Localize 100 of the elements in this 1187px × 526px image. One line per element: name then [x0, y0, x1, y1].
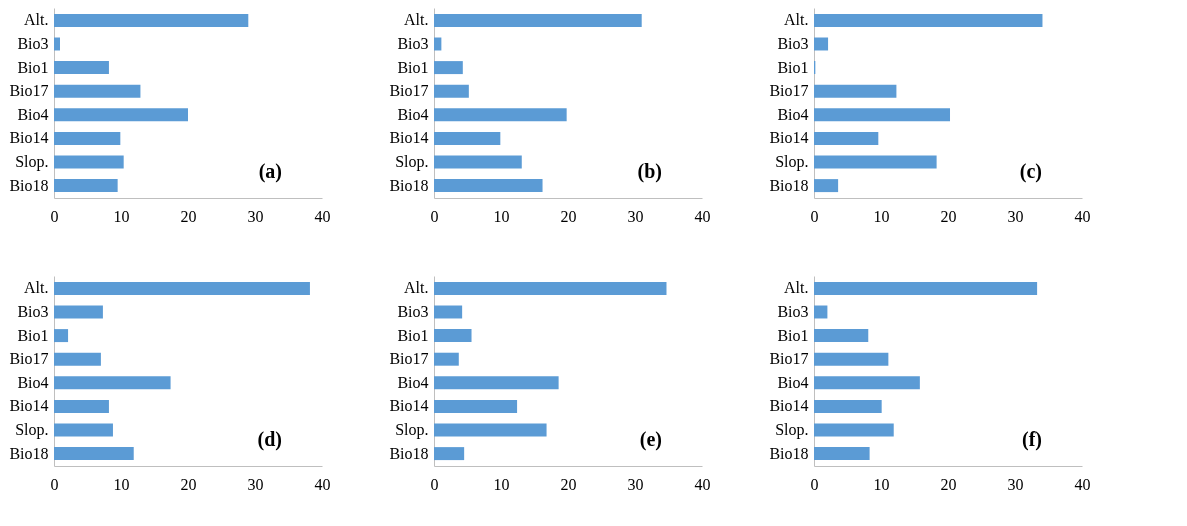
bar	[434, 131, 501, 145]
x-tick-label: 30	[1007, 475, 1024, 493]
x-tick-label: 30	[627, 207, 644, 225]
x-tick-label: 40	[314, 207, 331, 225]
bar	[814, 281, 1038, 295]
y-tick-label: Bio18	[389, 444, 429, 462]
y-tick-label: Bio14	[389, 129, 429, 147]
x-tick-label: 0	[810, 475, 819, 493]
x-tick-label: 40	[694, 207, 711, 225]
annotation: (e)	[639, 428, 662, 451]
y-tick-label: Bio4	[777, 105, 809, 123]
bar	[814, 423, 894, 437]
y-tick-label: Bio18	[389, 176, 429, 194]
x-tick-label: 30	[247, 207, 264, 225]
y-tick-label: Bio4	[17, 373, 49, 391]
y-tick-label: Bio1	[777, 58, 809, 76]
y-tick-label: Alt.	[784, 11, 809, 29]
y-tick-label: Bio3	[17, 302, 49, 320]
y-tick-label: Bio3	[397, 34, 429, 52]
y-tick-label: Bio4	[397, 373, 429, 391]
bar	[54, 131, 121, 145]
bar	[814, 329, 869, 343]
bar	[434, 447, 465, 461]
bar	[54, 61, 109, 75]
y-tick-label: Bio17	[389, 350, 429, 368]
x-tick-label: 20	[940, 207, 957, 225]
bar	[434, 376, 559, 390]
y-tick-label: Bio17	[9, 82, 49, 100]
x-tick-label: 40	[1074, 207, 1091, 225]
y-tick-label: Bio14	[389, 397, 429, 415]
y-tick-label: Slop.	[395, 153, 429, 172]
bar	[814, 131, 879, 145]
bar	[434, 399, 518, 413]
bar	[814, 13, 1043, 27]
y-tick-label: Bio1	[777, 326, 809, 344]
x-tick-label: 20	[560, 207, 577, 225]
bar	[54, 447, 134, 461]
bar	[434, 155, 522, 169]
annotation: (d)	[257, 428, 282, 451]
bar	[814, 305, 828, 319]
y-tick-label: Bio4	[777, 373, 809, 391]
y-tick-label: Bio3	[777, 34, 809, 52]
y-tick-label: Bio17	[389, 82, 429, 100]
bar	[434, 13, 642, 27]
y-tick-label: Bio14	[769, 397, 809, 415]
y-tick-label: Alt.	[404, 11, 429, 29]
bar	[54, 84, 141, 98]
y-tick-label: Slop.	[775, 421, 809, 440]
annotation: (b)	[637, 160, 662, 183]
x-tick-label: 30	[1007, 207, 1024, 225]
y-tick-label: Bio1	[17, 58, 49, 76]
y-tick-label: Bio1	[397, 326, 429, 344]
bar	[814, 84, 897, 98]
y-tick-label: Bio17	[769, 350, 809, 368]
bar	[434, 423, 547, 437]
bar	[434, 281, 667, 295]
bar	[814, 447, 870, 461]
x-tick-label: 0	[430, 207, 439, 225]
bar	[54, 179, 118, 193]
y-tick-label: Slop.	[15, 421, 49, 440]
bar	[54, 423, 113, 437]
annotation: (a)	[258, 160, 282, 183]
y-tick-label: Slop.	[775, 153, 809, 172]
x-tick-label: 10	[113, 207, 130, 225]
x-tick-label: 40	[1074, 475, 1091, 493]
x-tick-label: 10	[873, 475, 890, 493]
y-tick-label: Bio1	[17, 326, 49, 344]
annotation: (c)	[1019, 160, 1042, 183]
y-tick-label: Bio3	[777, 302, 809, 320]
x-tick-label: 20	[180, 475, 197, 493]
bar	[434, 61, 463, 75]
y-tick-label: Alt.	[404, 279, 429, 297]
y-tick-label: Bio17	[769, 82, 809, 100]
y-tick-label: Bio17	[9, 350, 49, 368]
bar	[434, 305, 463, 319]
bar	[54, 13, 249, 27]
x-tick-label: 10	[493, 475, 510, 493]
bar	[54, 155, 124, 169]
y-tick-label: Bio14	[769, 129, 809, 147]
x-tick-label: 0	[50, 207, 59, 225]
bar	[54, 37, 61, 51]
y-tick-label: Bio18	[769, 176, 809, 194]
y-tick-label: Bio4	[17, 105, 49, 123]
y-tick-label: Slop.	[395, 421, 429, 440]
x-tick-label: 0	[50, 475, 59, 493]
y-tick-label: Bio4	[397, 105, 429, 123]
x-tick-label: 30	[247, 475, 264, 493]
bar	[814, 352, 889, 366]
x-tick-label: 20	[940, 475, 957, 493]
bar	[814, 155, 937, 169]
bar	[54, 376, 171, 390]
bar	[814, 37, 829, 51]
bar	[434, 108, 567, 122]
bar	[54, 108, 188, 122]
x-tick-label: 40	[314, 475, 331, 493]
x-tick-label: 0	[810, 207, 819, 225]
bar	[434, 329, 472, 343]
y-tick-label: Bio1	[397, 58, 429, 76]
y-tick-label: Alt.	[24, 11, 49, 29]
bar	[54, 305, 103, 319]
